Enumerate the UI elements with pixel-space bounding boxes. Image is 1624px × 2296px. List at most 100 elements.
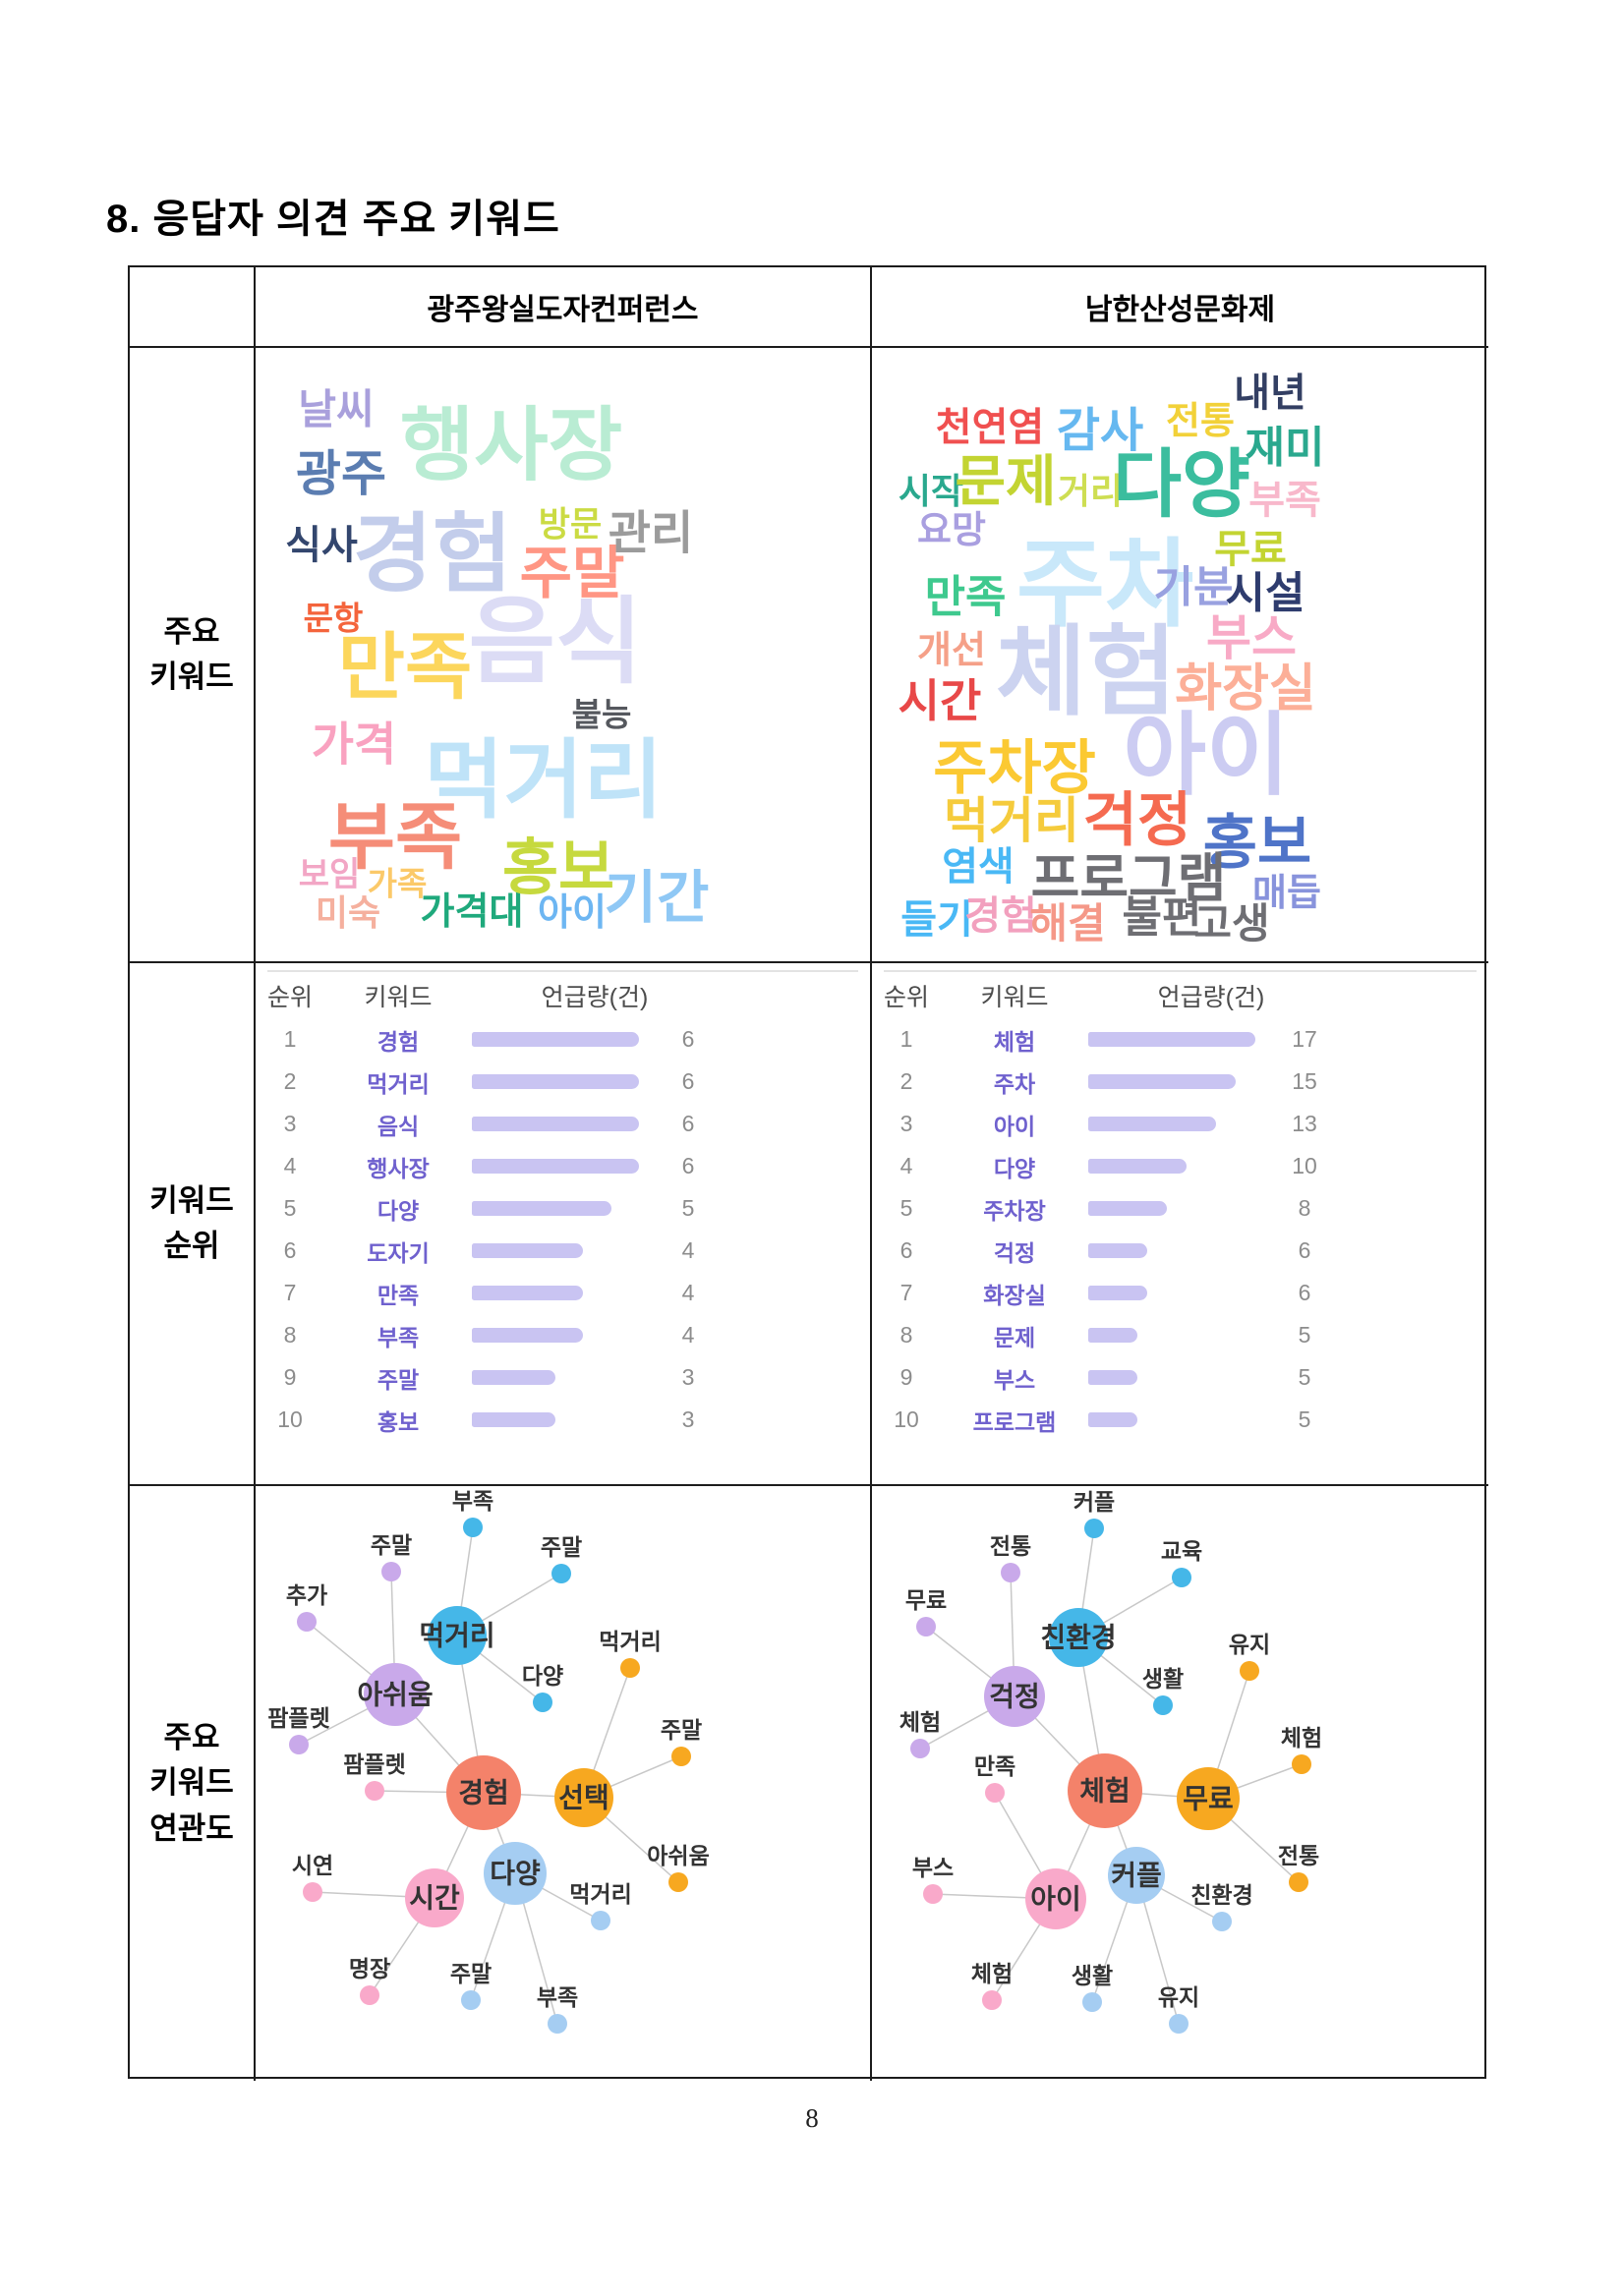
network-hub-node — [1068, 1753, 1142, 1828]
network-node-label: 생활 — [1072, 1963, 1113, 1988]
wordcloud-word: 주말 — [519, 542, 625, 605]
rank-bar — [1088, 1074, 1236, 1089]
wordcloud-word: 들기 — [900, 898, 973, 942]
network-satellite-node — [533, 1693, 552, 1712]
rank-keyword: 먹거리 — [367, 1070, 430, 1097]
wordcloud-word: 광주 — [296, 446, 386, 501]
wordcloud-word: 가족 — [367, 865, 428, 902]
network-node-label: 걱정 — [989, 1682, 1040, 1712]
network-satellite-node — [910, 1739, 930, 1758]
network-hub-node — [428, 1606, 487, 1665]
rank-row: 1 체험 17 — [872, 1018, 1488, 1061]
rank-row: 9 부스 5 — [872, 1356, 1488, 1399]
wordcloud-word: 기분 — [1153, 563, 1234, 611]
wordcloud-word: 프로그램 — [1030, 849, 1227, 908]
network-hub-node — [405, 1868, 464, 1927]
network-satellite-node — [985, 1783, 1005, 1803]
rank-bar-track — [472, 1412, 649, 1427]
rank-value: 15 — [1292, 1068, 1317, 1094]
network-node-label: 친환경 — [1190, 1882, 1252, 1908]
rank-value: 6 — [1298, 1237, 1311, 1263]
network-satellite-node — [1001, 1563, 1020, 1582]
wordcloud-word: 불편 — [1122, 893, 1202, 942]
rank-keyword: 프로그램 — [972, 1408, 1057, 1435]
network-satellite-node — [620, 1658, 640, 1678]
network-satellite-node — [1212, 1912, 1232, 1931]
network-satellite-node — [360, 1985, 379, 2005]
rank-column-header: 순위 — [883, 984, 929, 1011]
wordcloud-word: 관리 — [608, 506, 694, 559]
wordcloud-word: 홍보 — [501, 834, 615, 902]
network-node-label: 교육 — [1161, 1538, 1202, 1564]
rank-chart-right-cell: 순위 키워드 언급량(건) 1 체험 17 2 주차 15 3 아이 13 4 다양 10 5 주차장 8 6 걱정 6… — [872, 963, 1488, 1486]
rank-bar-track — [1088, 1074, 1265, 1089]
wordcloud-word: 감사 — [1056, 405, 1144, 457]
rank-row: 9 주말 3 — [256, 1356, 870, 1399]
network-node-label: 체험 — [971, 1961, 1013, 1986]
rank-number: 2 — [283, 1068, 297, 1094]
network-satellite-node — [1292, 1754, 1311, 1774]
wordcloud-word: 부족 — [1248, 479, 1321, 522]
network-hub-node — [1177, 1767, 1240, 1830]
network-node-label: 다양 — [522, 1663, 563, 1689]
rank-value: 4 — [681, 1237, 695, 1263]
network-node-label: 주말 — [661, 1717, 702, 1743]
rank-row: 6 걱정 6 — [872, 1230, 1488, 1272]
rank-bar — [472, 1074, 639, 1089]
wordcloud-word: 해결 — [1029, 900, 1106, 947]
rank-bar-track — [472, 1159, 649, 1174]
rank-column-header: 언급량(건) — [1157, 984, 1265, 1011]
wordcloud-word: 날씨 — [298, 386, 375, 432]
rank-number: 1 — [283, 1026, 297, 1052]
rank-number: 4 — [283, 1153, 297, 1178]
rank-bar-track — [1088, 1032, 1265, 1047]
network-satellite-node — [1169, 2014, 1189, 2034]
network-satellite-node — [923, 1884, 943, 1904]
network-hub-node — [364, 1663, 427, 1726]
network-satellite-node — [365, 1781, 384, 1801]
rank-keyword: 다양 — [377, 1197, 420, 1224]
network-satellite-node — [982, 1990, 1002, 2010]
rank-header-row: 순위 키워드 언급량(건) — [872, 973, 1488, 1018]
rank-number: 3 — [283, 1111, 297, 1136]
rank-keyword: 다양 — [993, 1155, 1036, 1181]
rank-bar — [1088, 1328, 1137, 1343]
rank-keyword: 홍보 — [377, 1408, 420, 1435]
network-node-label: 추가 — [286, 1582, 327, 1608]
network-node-label: 생활 — [1142, 1666, 1184, 1692]
row-label-keyword-network: 주요 키워드 연관도 — [130, 1486, 256, 2081]
rank-row: 10 홍보 3 — [256, 1399, 870, 1441]
network-node-label: 무료 — [1183, 1784, 1234, 1814]
wordcloud-word: 요망 — [917, 510, 986, 551]
rank-bar-track — [472, 1243, 649, 1258]
network-hub-node — [554, 1768, 613, 1827]
rank-number: 8 — [899, 1322, 913, 1348]
rank-row: 7 화장실 6 — [872, 1272, 1488, 1314]
rank-number: 8 — [283, 1322, 297, 1348]
rank-keyword: 부스 — [993, 1366, 1036, 1393]
network-node-label: 만족 — [974, 1753, 1015, 1779]
network-node-label: 경험 — [458, 1778, 509, 1808]
rank-number: 9 — [899, 1364, 913, 1390]
rank-row: 5 주차장 8 — [872, 1187, 1488, 1230]
rank-bar — [472, 1117, 639, 1131]
network-satellite-node — [297, 1612, 317, 1632]
rank-bar — [472, 1412, 555, 1427]
rank-number: 6 — [899, 1237, 913, 1263]
network-satellite-node — [1240, 1661, 1259, 1681]
rank-row: 3 아이 13 — [872, 1103, 1488, 1145]
wordcloud-word: 내년 — [1234, 372, 1306, 415]
rank-bar — [472, 1370, 555, 1385]
wordcloud-word: 시간 — [898, 675, 982, 726]
rank-bar — [472, 1201, 611, 1216]
rank-bar-track — [1088, 1370, 1265, 1385]
network-node-label: 선택 — [558, 1783, 609, 1813]
rank-keyword: 주차장 — [983, 1197, 1046, 1224]
rank-column-header: 키워드 — [364, 984, 433, 1011]
wordcloud-word: 체험 — [996, 617, 1177, 727]
network-satellite-node — [303, 1882, 322, 1902]
wordcloud-word: 주차 — [1015, 530, 1194, 638]
rank-bar-track — [1088, 1201, 1265, 1216]
network-node-label: 아이 — [1030, 1884, 1081, 1915]
